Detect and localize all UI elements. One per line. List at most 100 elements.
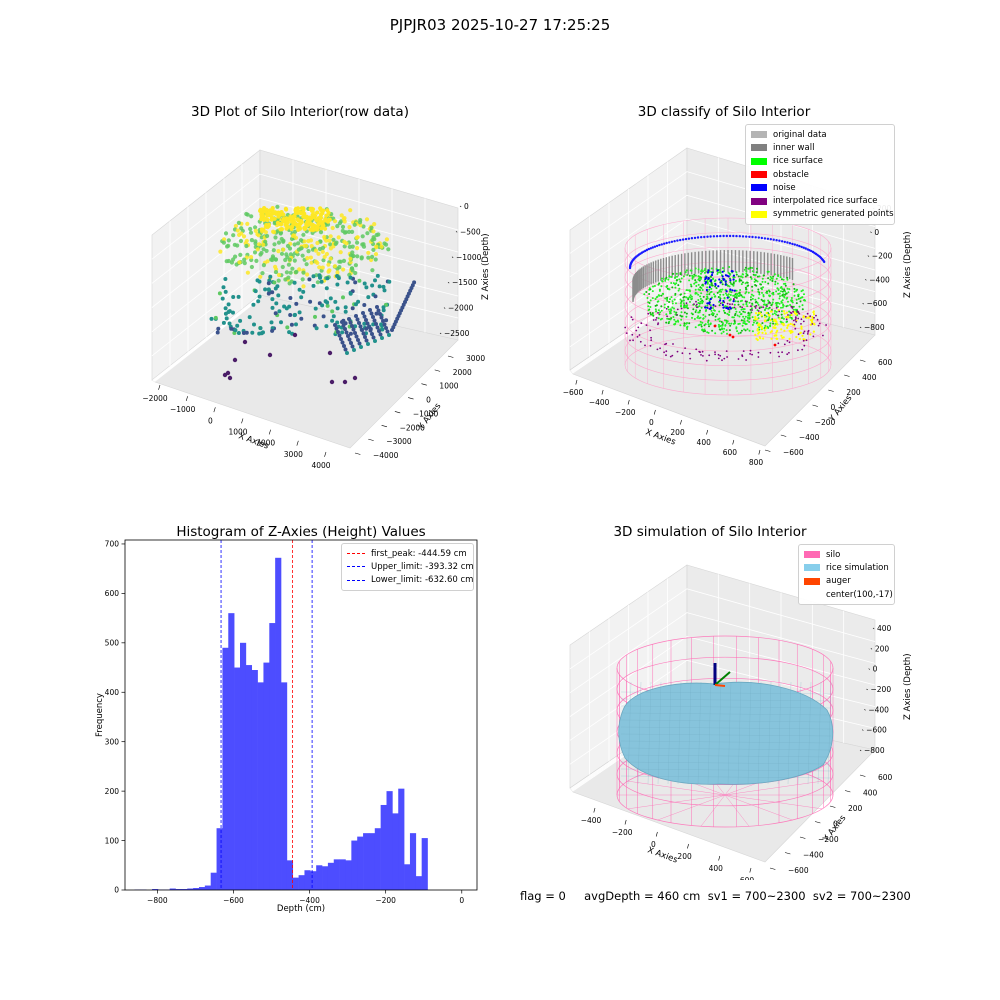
raw-point [316,251,321,256]
raw-point [270,305,275,310]
noise-point [780,240,784,243]
raw-point [221,285,226,290]
raw-point [302,239,307,244]
raw-point [302,226,307,231]
rice-surface-point [729,281,732,284]
raw-point [301,270,306,275]
rice-surface-point [689,283,692,286]
rice-surface-point [664,297,667,300]
rice-surface-point [729,273,732,276]
noise-point [693,236,697,240]
raw-point [259,227,264,232]
rice-surface-point [752,273,755,276]
noise-point [778,239,781,242]
raw-point [248,226,253,232]
panel-raw-y-tick-mark [354,452,361,455]
histogram-bar [339,859,346,890]
raw-point [350,306,355,311]
interpolated-point [778,310,781,313]
rice-surface-point [753,278,756,281]
noise-point [651,246,654,249]
raw-point [241,331,246,335]
raw-point [257,294,262,299]
raw-point [264,224,269,229]
raw-point [266,281,271,286]
rice-surface-point [734,300,737,303]
raw-point [365,321,370,326]
histogram-bar [269,623,276,890]
panel-classify-title: 3D classify of Silo Interior [637,104,811,120]
panel-classify-ticks: −600−400−2000200400600800−600−400−200020… [563,204,893,467]
rice-surface-point [779,276,782,279]
interpolated-point [665,350,668,353]
histogram-legend-swatch [347,553,365,555]
interpolated-point [714,353,716,356]
rice-surface-point [738,322,741,325]
noise-point [716,269,719,272]
histogram-bar [251,670,258,890]
rice-surface-point [762,294,765,296]
classify-legend-entry: rice surface [751,155,889,168]
panel-simulation-x-tick-label: 400 [709,864,724,873]
silo-floor-spoke [700,794,726,827]
noise-point [658,243,661,247]
raw-point [250,330,255,335]
rice-surface-point [672,282,675,285]
histogram-bar [216,828,223,890]
rice-surface-point [766,290,768,293]
simulation-legend-entry: center(100,-17) [804,588,893,601]
symmetric-point [785,311,788,314]
raw-point [292,332,298,338]
interpolated-point [625,332,628,334]
panel-simulation-z-tick-mark [861,729,864,731]
panel-simulation-z-tick-label: −400 [868,705,889,714]
interpolated-point [768,301,771,304]
noise-point [722,306,725,309]
interpolated-point [624,326,627,329]
rice-surface-point [659,311,662,314]
panel-classify-z-tick-mark [867,255,870,257]
panel-raw-z-tick-label: −2500 [444,329,470,338]
rice-surface-point [771,313,774,316]
interpolated-point [806,333,809,335]
raw-point [322,254,327,259]
rice-surface-point [694,267,697,270]
raw-point [285,243,291,249]
rice-surface-point [643,293,646,296]
histogram-bar [304,870,311,890]
raw-point [354,334,359,339]
raw-point [275,284,280,289]
raw-point [362,281,367,286]
rice-surface-point [740,313,743,315]
interpolated-point [777,351,780,354]
rice-surface-point [790,297,793,299]
rice-surface-point [667,322,670,325]
interpolated-point [676,350,679,353]
symmetric-point [785,316,788,319]
raw-point [362,314,367,319]
histogram-bar [281,682,288,890]
rice-surface-point [787,291,790,294]
obstacle-point [713,324,717,328]
rice-surface-point [706,279,709,282]
histogram-y-tick-label: 300 [105,737,120,746]
raw-point [297,310,302,315]
rice-surface-point [769,278,772,281]
noise-point [748,235,751,238]
histogram-bar [187,888,194,890]
interpolated-point [790,312,793,315]
rice-surface-point [772,275,775,278]
raw-point [350,344,355,349]
raw-point [279,227,284,232]
rice-surface-point [707,319,710,322]
rice-surface-point [735,292,738,295]
raw-point [370,254,375,259]
raw-point [279,222,284,227]
rice-surface-point [777,288,780,291]
raw-point [319,226,324,231]
panel-raw-grid-line [151,173,459,260]
raw-point [335,306,340,311]
interpolated-point [787,314,789,316]
rice-surface-point [664,278,667,281]
raw-point [364,318,368,322]
